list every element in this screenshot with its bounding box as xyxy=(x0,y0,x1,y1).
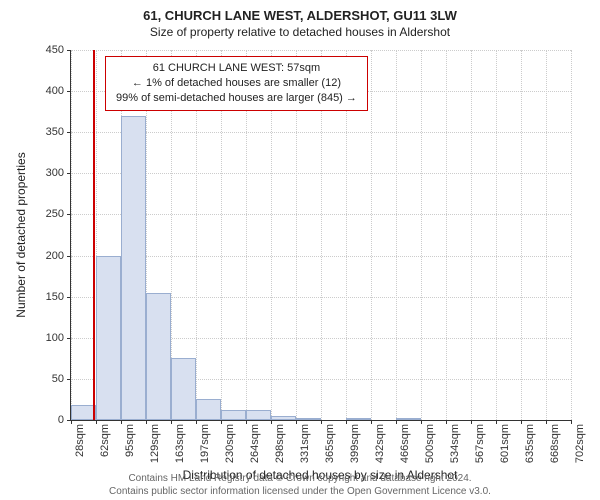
x-tick-label: 28sqm xyxy=(74,424,86,457)
y-tick-label: 200 xyxy=(24,250,64,262)
x-tick-label: 635sqm xyxy=(524,424,536,463)
x-tick-mark xyxy=(346,420,347,424)
x-tick-label: 567sqm xyxy=(474,424,486,463)
x-tick-mark xyxy=(221,420,222,424)
x-tick-label: 230sqm xyxy=(224,424,236,463)
x-tick-label: 601sqm xyxy=(499,424,511,463)
histogram-bar xyxy=(271,416,295,420)
y-tick-label: 250 xyxy=(24,208,64,220)
x-tick-mark xyxy=(371,420,372,424)
x-tick-mark xyxy=(121,420,122,424)
x-tick-mark xyxy=(71,420,72,424)
x-tick-label: 466sqm xyxy=(399,424,411,463)
grid-line-vertical xyxy=(446,50,447,420)
x-tick-label: 331sqm xyxy=(299,424,311,463)
histogram-bar xyxy=(171,358,196,420)
grid-line-vertical xyxy=(546,50,547,420)
y-tick-label: 50 xyxy=(24,373,64,385)
y-tick-label: 100 xyxy=(24,332,64,344)
x-tick-label: 95sqm xyxy=(124,424,136,457)
grid-line-vertical xyxy=(496,50,497,420)
y-tick-label: 400 xyxy=(24,85,64,97)
histogram-bar xyxy=(296,418,321,420)
x-tick-mark xyxy=(546,420,547,424)
footer-attribution: Contains HM Land Registry data © Crown c… xyxy=(0,473,600,498)
histogram-bar xyxy=(121,116,146,420)
x-tick-mark xyxy=(96,420,97,424)
x-tick-mark xyxy=(246,420,247,424)
x-tick-mark xyxy=(446,420,447,424)
y-tick-label: 300 xyxy=(24,167,64,179)
annotation-box: 61 CHURCH LANE WEST: 57sqm ← 1% of detac… xyxy=(105,56,368,111)
x-tick-label: 702sqm xyxy=(574,424,586,463)
x-tick-label: 668sqm xyxy=(549,424,561,463)
grid-line-vertical xyxy=(421,50,422,420)
y-tick-label: 350 xyxy=(24,126,64,138)
x-tick-mark xyxy=(521,420,522,424)
page-title: 61, CHURCH LANE WEST, ALDERSHOT, GU11 3L… xyxy=(0,8,600,23)
footer-line-1: Contains HM Land Registry data © Crown c… xyxy=(0,473,600,486)
x-tick-label: 197sqm xyxy=(199,424,211,463)
grid-line-vertical xyxy=(571,50,572,420)
x-tick-mark xyxy=(396,420,397,424)
grid-line-vertical xyxy=(521,50,522,420)
y-tick-label: 450 xyxy=(24,44,64,56)
y-tick-label: 150 xyxy=(24,291,64,303)
grid-line-vertical xyxy=(471,50,472,420)
grid-line-vertical xyxy=(71,50,72,420)
x-tick-label: 298sqm xyxy=(274,424,286,463)
histogram-bar xyxy=(346,418,370,420)
histogram-bar xyxy=(146,293,171,420)
grid-line-vertical xyxy=(371,50,372,420)
x-tick-mark xyxy=(321,420,322,424)
x-tick-label: 62sqm xyxy=(99,424,111,457)
grid-line-vertical xyxy=(396,50,397,420)
annotation-line-3: 99% of semi-detached houses are larger (… xyxy=(116,91,357,106)
footer-line-2: Contains public sector information licen… xyxy=(0,486,600,499)
histogram-bar xyxy=(221,410,246,420)
title-block: 61, CHURCH LANE WEST, ALDERSHOT, GU11 3L… xyxy=(0,0,600,39)
x-tick-mark xyxy=(471,420,472,424)
x-tick-mark xyxy=(296,420,297,424)
annotation-line-1: 61 CHURCH LANE WEST: 57sqm xyxy=(116,61,357,76)
x-tick-mark xyxy=(146,420,147,424)
x-tick-label: 129sqm xyxy=(149,424,161,463)
x-tick-label: 399sqm xyxy=(349,424,361,463)
annotation-line-2: ← 1% of detached houses are smaller (12) xyxy=(116,76,357,91)
x-tick-mark xyxy=(271,420,272,424)
x-tick-label: 365sqm xyxy=(324,424,336,463)
x-tick-mark xyxy=(421,420,422,424)
histogram-bar xyxy=(96,256,120,420)
x-tick-mark xyxy=(196,420,197,424)
x-tick-label: 500sqm xyxy=(424,424,436,463)
reference-line xyxy=(93,50,95,420)
x-tick-mark xyxy=(496,420,497,424)
y-tick-label: 0 xyxy=(24,414,64,426)
histogram-bar xyxy=(196,399,220,420)
histogram-bar xyxy=(396,418,421,420)
x-tick-label: 264sqm xyxy=(249,424,261,463)
x-tick-mark xyxy=(571,420,572,424)
histogram-chart: Number of detached properties Distributi… xyxy=(70,50,570,420)
x-tick-label: 534sqm xyxy=(449,424,461,463)
x-tick-label: 432sqm xyxy=(374,424,386,463)
histogram-bar xyxy=(246,410,271,420)
x-tick-label: 163sqm xyxy=(174,424,186,463)
x-tick-mark xyxy=(171,420,172,424)
page-subtitle: Size of property relative to detached ho… xyxy=(0,25,600,39)
